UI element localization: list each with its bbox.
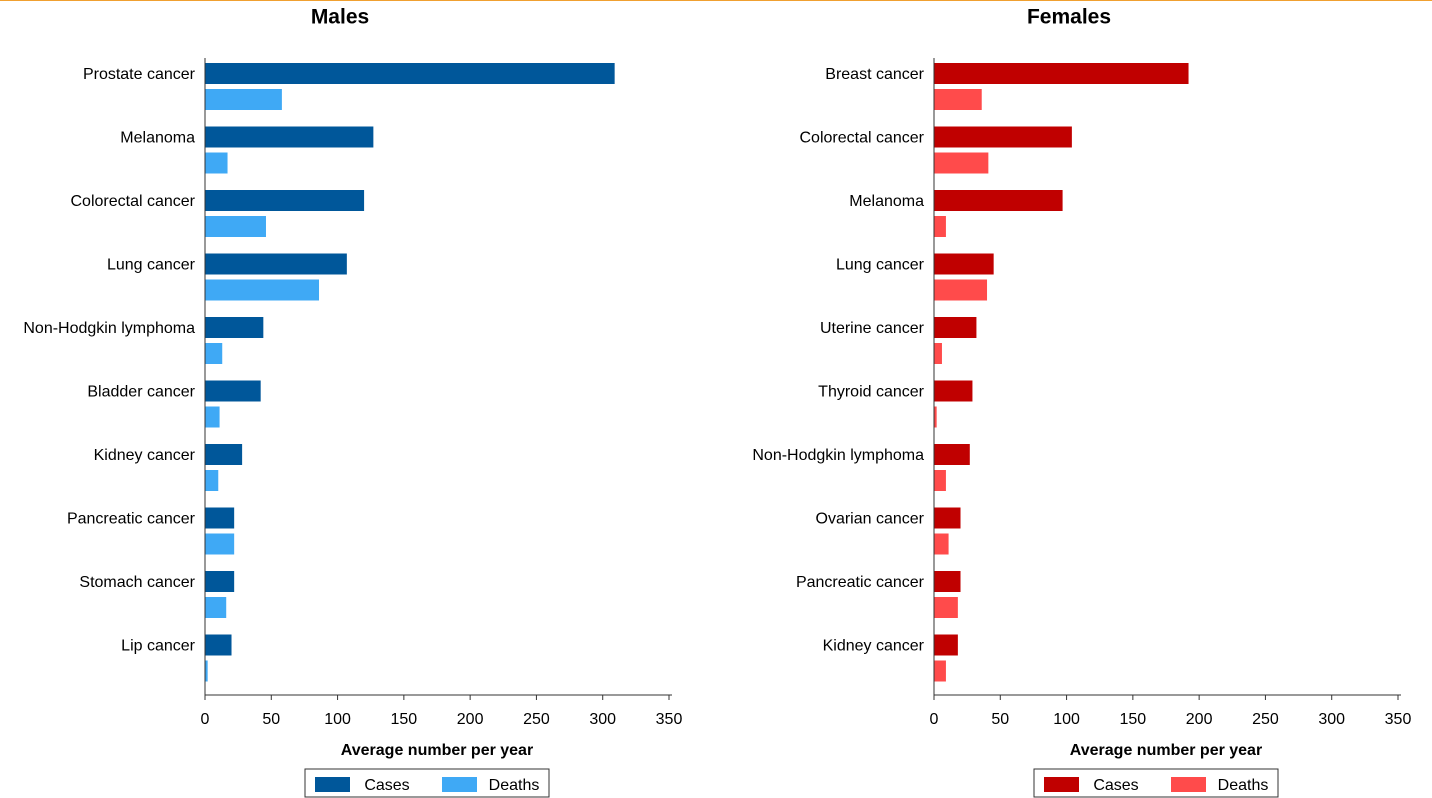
bar — [205, 597, 227, 618]
legend-label: Deaths — [489, 777, 540, 794]
bar — [934, 63, 1189, 84]
x-tick-label: 100 — [324, 711, 351, 728]
bar — [934, 406, 937, 428]
bar — [205, 89, 282, 110]
y-tick-label: Non-Hodgkin lymphoma — [23, 320, 195, 337]
bar — [205, 343, 223, 364]
bar — [934, 343, 942, 364]
bar — [205, 571, 235, 592]
chart-title: Females — [1027, 6, 1111, 29]
y-tick-label: Pancreatic cancer — [67, 511, 196, 528]
bar — [205, 507, 235, 529]
y-tick-label: Lung cancer — [107, 257, 196, 274]
legend-label: Cases — [364, 777, 409, 794]
y-tick-label: Non-Hodgkin lymphoma — [752, 447, 924, 464]
legend-label: Deaths — [1218, 777, 1269, 794]
bar — [934, 152, 989, 174]
bar — [934, 470, 946, 491]
bar — [205, 253, 347, 275]
x-tick-label: 150 — [391, 711, 418, 728]
x-tick-label: 50 — [262, 711, 280, 728]
x-tick-label: 200 — [1186, 711, 1213, 728]
bar — [205, 533, 235, 555]
x-axis-label: Average number per year — [1070, 742, 1262, 759]
x-tick-label: 350 — [656, 711, 683, 728]
x-tick-label: 350 — [1385, 711, 1412, 728]
y-tick-label: Bladder cancer — [87, 384, 195, 401]
legend-box — [304, 768, 550, 798]
x-tick-label: 250 — [523, 711, 550, 728]
x-tick-label: 100 — [1053, 711, 1080, 728]
y-tick-label: Thyroid cancer — [818, 384, 924, 401]
bar — [934, 216, 946, 237]
x-tick-label: 50 — [991, 711, 1009, 728]
y-tick-label: Breast cancer — [825, 66, 924, 83]
y-tick-label: Lung cancer — [836, 257, 925, 274]
x-tick-label: 200 — [457, 711, 484, 728]
bar — [934, 507, 961, 529]
bar — [934, 253, 994, 275]
y-tick-label: Prostate cancer — [83, 66, 196, 83]
bar — [934, 317, 977, 338]
bar — [205, 444, 243, 465]
bar — [205, 126, 374, 148]
y-tick-label: Stomach cancer — [79, 574, 195, 591]
bar — [205, 279, 320, 301]
y-tick-label: Colorectal cancer — [800, 130, 925, 147]
bar — [205, 470, 219, 491]
bar — [205, 317, 264, 338]
bar — [205, 406, 220, 428]
y-tick-label: Uterine cancer — [820, 320, 925, 337]
x-tick-label: 0 — [201, 711, 210, 728]
y-tick-label: Kidney cancer — [94, 447, 196, 464]
bar — [934, 89, 982, 110]
legend-swatch — [442, 777, 477, 792]
legend-label: Cases — [1093, 777, 1138, 794]
y-tick-label: Ovarian cancer — [816, 511, 925, 528]
bar — [205, 152, 228, 174]
bar — [934, 126, 1072, 148]
legend-swatch — [1044, 777, 1079, 792]
bar — [934, 660, 946, 682]
y-tick-label: Lip cancer — [121, 638, 195, 655]
bar — [934, 190, 1063, 211]
bar — [205, 63, 615, 84]
x-tick-label: 300 — [1318, 711, 1345, 728]
bar — [934, 571, 961, 592]
bar — [934, 533, 949, 555]
bar — [934, 597, 958, 618]
x-axis-label: Average number per year — [341, 742, 533, 759]
y-tick-label: Melanoma — [120, 130, 195, 147]
y-tick-label: Colorectal cancer — [71, 193, 196, 210]
bar — [205, 634, 232, 656]
chart-title: Males — [311, 6, 369, 29]
legend-swatch — [315, 777, 350, 792]
y-tick-label: Melanoma — [849, 193, 924, 210]
bar — [205, 216, 266, 237]
y-tick-label: Kidney cancer — [823, 638, 925, 655]
bar — [934, 444, 970, 465]
bar — [205, 380, 261, 402]
bar — [934, 380, 973, 402]
bar — [205, 660, 208, 682]
x-tick-label: 300 — [589, 711, 616, 728]
x-tick-label: 250 — [1252, 711, 1279, 728]
y-tick-label: Pancreatic cancer — [796, 574, 925, 591]
bar — [934, 279, 988, 301]
bar — [205, 190, 365, 211]
bar — [934, 634, 958, 656]
legend-box — [1033, 768, 1279, 798]
legend-swatch — [1171, 777, 1206, 792]
x-tick-label: 150 — [1120, 711, 1147, 728]
x-tick-label: 0 — [930, 711, 939, 728]
